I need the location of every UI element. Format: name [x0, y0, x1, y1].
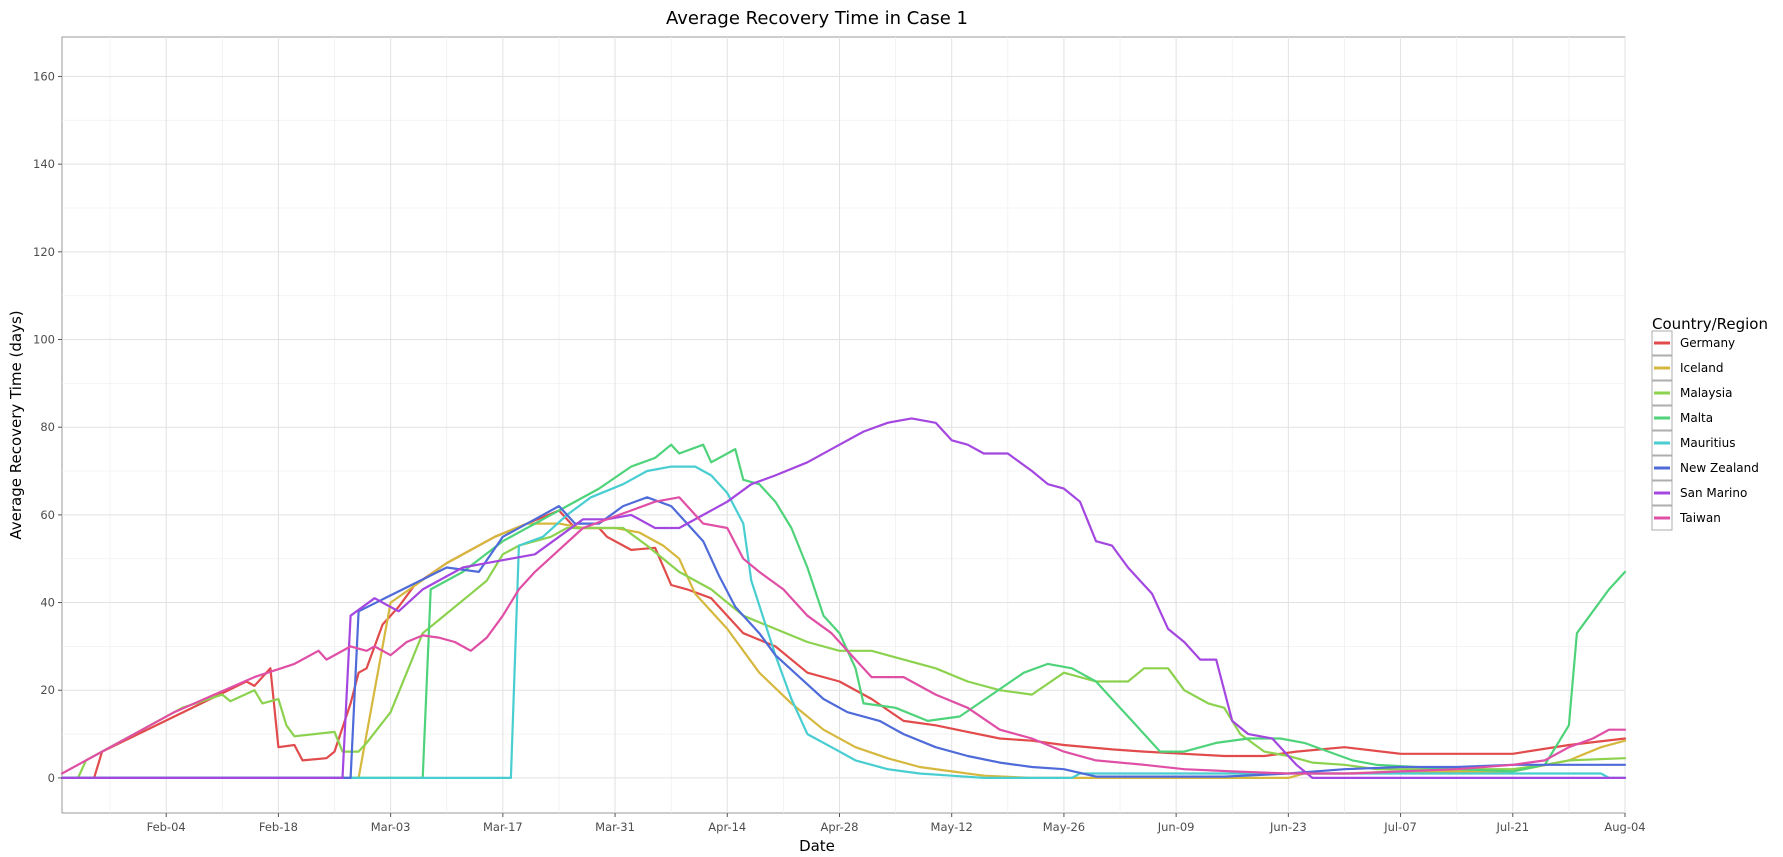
y-tick-label: 0: [48, 771, 55, 785]
x-tick-label: May-12: [931, 820, 973, 834]
x-axis-title: Date: [799, 837, 835, 855]
y-tick-label: 160: [33, 69, 55, 83]
x-tick-label: Jul-07: [1383, 820, 1417, 834]
y-tick-label: 60: [40, 508, 55, 522]
chart-title: Average Recovery Time in Case 1: [666, 8, 968, 29]
y-tick-label: 120: [33, 245, 55, 259]
minor-gridlines: [62, 37, 1625, 813]
series-line-san-marino: [60, 417, 1627, 780]
major-gridlines: [62, 37, 1626, 813]
plot-area: [61, 36, 1626, 814]
legend-label: Germany: [1680, 336, 1735, 350]
x-tick-label: Feb-04: [147, 820, 186, 834]
legend-label: New Zealand: [1680, 461, 1759, 475]
x-tick-label: Aug-04: [1604, 820, 1645, 834]
plot-panel: [60, 36, 1627, 814]
y-tick-label: 20: [40, 683, 55, 697]
legend-label: Iceland: [1680, 361, 1723, 375]
legend-label: San Marino: [1680, 486, 1747, 500]
legend-label: Malaysia: [1680, 386, 1732, 400]
y-tick-label: 140: [33, 157, 55, 171]
legend-label: Malta: [1680, 411, 1713, 425]
x-tick-label: Jul-21: [1495, 820, 1529, 834]
x-tick-label: Jun-09: [1157, 820, 1195, 834]
legend-items: Germany Iceland Malaysia Malta Mauritius New …: [1651, 330, 1759, 531]
series-lines: [60, 417, 1627, 780]
y-tick-label: 80: [40, 420, 55, 434]
x-axis: Feb-04 Feb-18 Mar-03 Mar-17 Mar-31 Apr-14 Apr-…: [147, 813, 1646, 834]
series-line-germany: [60, 509, 1627, 780]
y-tick-label: 100: [33, 333, 55, 347]
series-line-taiwan: [60, 496, 1627, 775]
x-tick-label: Jun-23: [1269, 820, 1307, 834]
x-tick-label: May-26: [1043, 820, 1085, 834]
x-tick-label: Feb-18: [259, 820, 298, 834]
legend: Country/Region Germany Iceland Malaysia Mal…: [1651, 315, 1768, 531]
y-axis-title: Average Recovery Time (days): [7, 310, 25, 539]
legend-label: Mauritius: [1680, 436, 1735, 450]
x-tick-label: Mar-03: [371, 820, 411, 834]
x-tick-label: Apr-14: [708, 820, 746, 834]
series-line-malaysia: [60, 526, 1627, 780]
series-line-malta: [60, 443, 1627, 780]
x-tick-label: Mar-31: [595, 820, 635, 834]
x-tick-label: Mar-17: [483, 820, 523, 834]
x-tick-label: Apr-28: [821, 820, 859, 834]
legend-label: Taiwan: [1679, 511, 1721, 525]
y-tick-label: 40: [40, 596, 55, 610]
y-axis: 0 20 40 60 80 100 120 140 160: [33, 69, 62, 785]
legend-title: Country/Region: [1652, 315, 1768, 333]
